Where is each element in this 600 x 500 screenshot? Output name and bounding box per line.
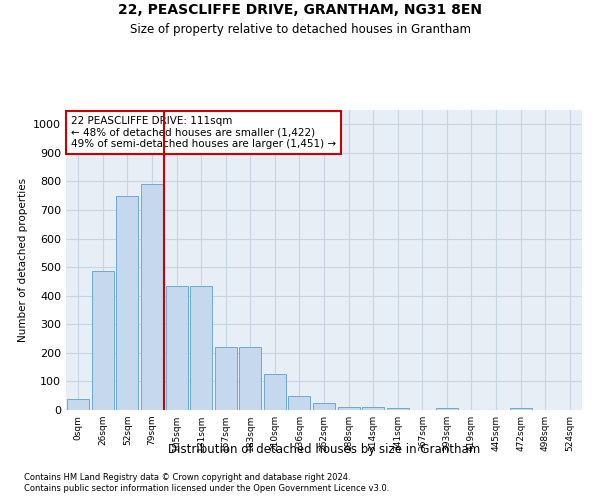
Bar [67,398,89,410]
Bar [239,347,262,410]
Bar [215,347,237,410]
Bar [436,408,458,410]
Bar [362,406,384,410]
Bar [264,374,286,410]
Text: Contains public sector information licensed under the Open Government Licence v3: Contains public sector information licen… [24,484,389,493]
Bar [289,396,310,410]
Text: Size of property relative to detached houses in Grantham: Size of property relative to detached ho… [130,22,470,36]
Bar [166,286,188,410]
Bar [338,406,359,410]
Text: 22, PEASCLIFFE DRIVE, GRANTHAM, NG31 8EN: 22, PEASCLIFFE DRIVE, GRANTHAM, NG31 8EN [118,2,482,16]
Bar [313,403,335,410]
Y-axis label: Number of detached properties: Number of detached properties [17,178,28,342]
Bar [116,196,139,410]
Bar [190,286,212,410]
Text: 22 PEASCLIFFE DRIVE: 111sqm
← 48% of detached houses are smaller (1,422)
49% of : 22 PEASCLIFFE DRIVE: 111sqm ← 48% of det… [71,116,336,149]
Bar [92,272,114,410]
Text: Contains HM Land Registry data © Crown copyright and database right 2024.: Contains HM Land Registry data © Crown c… [24,472,350,482]
Bar [386,408,409,410]
Bar [141,184,163,410]
Text: Distribution of detached houses by size in Grantham: Distribution of detached houses by size … [168,442,480,456]
Bar [509,408,532,410]
